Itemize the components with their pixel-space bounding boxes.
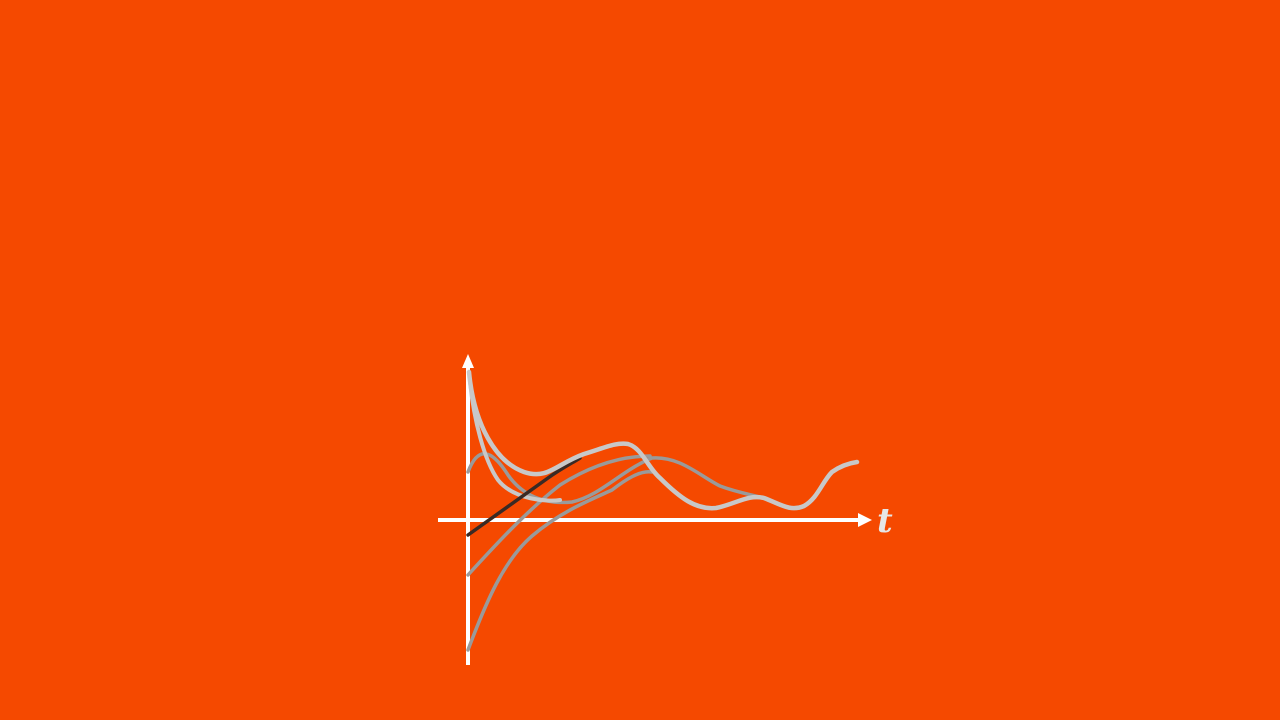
curve-mid-lower	[466, 454, 652, 577]
curve-dark-rising	[466, 456, 582, 537]
curves	[466, 369, 860, 652]
curve-light-top	[468, 380, 562, 503]
curve-light-main	[466, 369, 860, 511]
x-axis-arrowhead	[858, 513, 872, 527]
x-axis-label: t	[877, 501, 893, 541]
curve-mid-upper	[466, 452, 762, 505]
curve-mid-bottom	[466, 470, 654, 652]
y-axis-arrowhead	[462, 354, 474, 368]
axes: t	[438, 354, 893, 665]
